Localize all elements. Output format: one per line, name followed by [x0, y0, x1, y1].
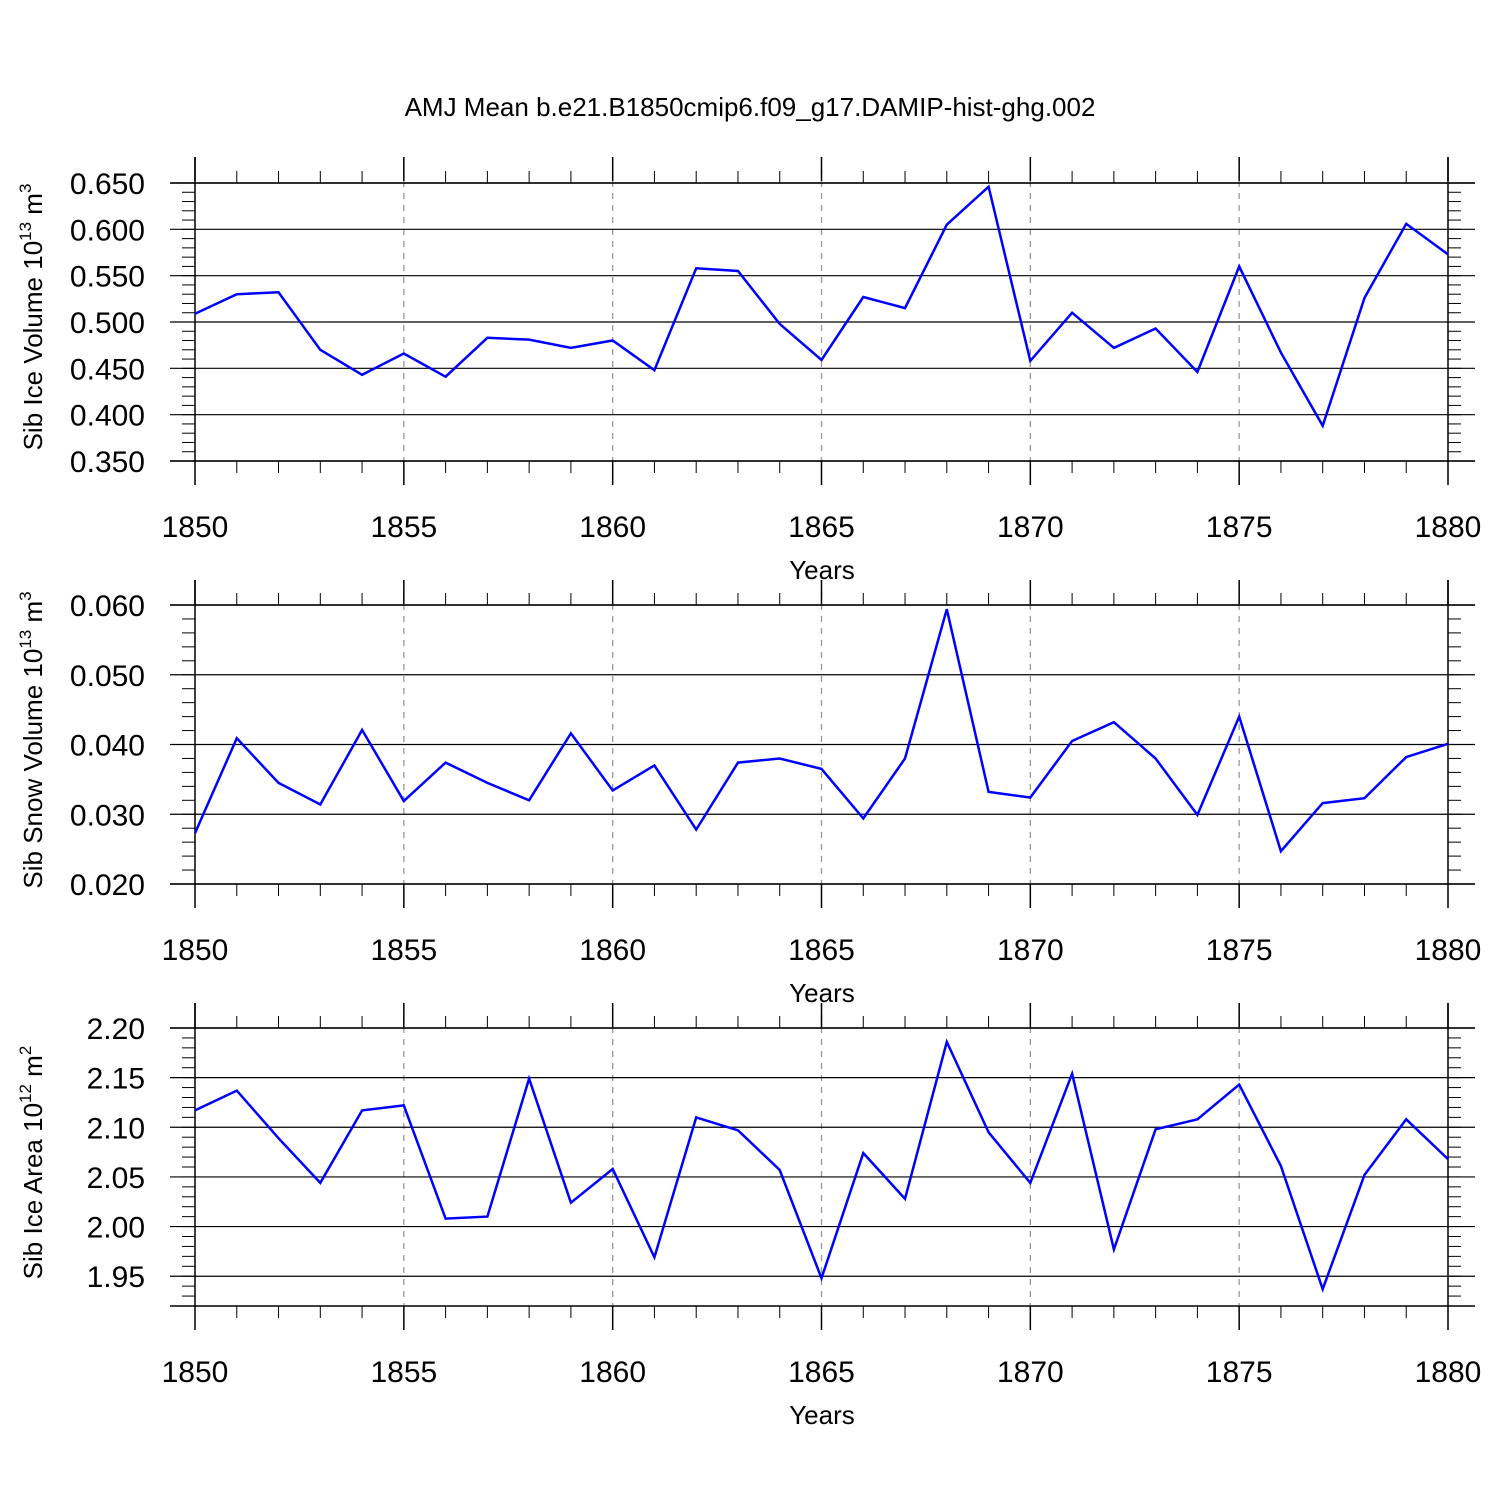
y-axis-label: Sib Ice Area 1012 m2 — [16, 1046, 48, 1280]
y-tick-label: 2.20 — [87, 1013, 145, 1046]
y-tick-label: 2.15 — [87, 1063, 145, 1096]
y-axis-label: Sib Snow Volume 1013 m3 — [16, 591, 48, 888]
y-tick-label: 0.550 — [70, 261, 145, 294]
x-tick-label: 1880 — [1415, 1356, 1482, 1389]
y-tick-label: 0.500 — [70, 307, 145, 340]
x-tick-label: 1865 — [788, 934, 855, 967]
y-tick-label: 1.95 — [87, 1261, 145, 1294]
y-tick-label: 0.650 — [70, 168, 145, 201]
x-tick-label: 1875 — [1206, 1356, 1273, 1389]
y-axis-label-superscript: 12 — [16, 1084, 35, 1103]
series-line — [194, 184, 1449, 429]
x-tick-label: 1850 — [162, 511, 229, 544]
x-tick-label: 1855 — [370, 511, 437, 544]
y-axis-label-part: m — [18, 1055, 48, 1084]
x-tick-label: 1880 — [1415, 511, 1482, 544]
x-tick-label: 1855 — [370, 1356, 437, 1389]
page-title: AMJ Mean b.e21.B1850cmip6.f09_g17.DAMIP-… — [404, 92, 1096, 122]
x-tick-label: 1870 — [997, 934, 1064, 967]
x-tick-label: 1865 — [788, 1356, 855, 1389]
x-tick-label: 1870 — [997, 511, 1064, 544]
y-axis-label-superscript: 13 — [16, 630, 35, 649]
y-tick-label: 0.060 — [70, 590, 145, 623]
y-tick-label: 0.030 — [70, 799, 145, 832]
y-axis-label-superscript: 3 — [16, 184, 35, 193]
x-axis-label: Years — [789, 1400, 855, 1430]
series-line — [193, 608, 1449, 854]
x-tick-label: 1860 — [579, 934, 646, 967]
y-tick-label: 0.600 — [70, 214, 145, 247]
y-axis-label-superscript: 2 — [16, 1046, 35, 1055]
y-axis-label-part: m — [18, 601, 48, 630]
y-tick-label: 2.05 — [87, 1162, 145, 1195]
y-axis-label-superscript: 3 — [16, 591, 35, 600]
x-tick-label: 1870 — [997, 1356, 1064, 1389]
y-tick-label: 0.450 — [70, 353, 145, 386]
series-line — [194, 1038, 1449, 1293]
y-axis-label-part: m — [18, 193, 48, 222]
x-tick-label: 1880 — [1415, 934, 1482, 967]
y-tick-label: 0.050 — [70, 660, 145, 693]
x-tick-label: 1875 — [1206, 511, 1273, 544]
y-axis-label-part: Sib Ice Area 10 — [18, 1103, 48, 1279]
x-tick-label: 1875 — [1206, 934, 1273, 967]
y-axis-label: Sib Ice Volume 1013 m3 — [16, 184, 48, 451]
x-tick-label: 1865 — [788, 511, 855, 544]
x-tick-label: 1850 — [162, 1356, 229, 1389]
x-tick-label: 1860 — [579, 511, 646, 544]
y-tick-label: 0.400 — [70, 400, 145, 433]
x-tick-label: 1850 — [162, 934, 229, 967]
y-tick-label: 2.00 — [87, 1212, 145, 1245]
y-tick-label: 2.10 — [87, 1112, 145, 1145]
y-axis-label-part: Sib Ice Volume 10 — [18, 241, 48, 451]
x-tick-label: 1855 — [370, 934, 437, 967]
x-tick-label: 1860 — [579, 1356, 646, 1389]
y-tick-label: 0.020 — [70, 869, 145, 902]
y-axis-label-part: Sib Snow Volume 10 — [18, 649, 48, 889]
y-axis-label-superscript: 13 — [16, 222, 35, 241]
y-tick-label: 0.350 — [70, 446, 145, 479]
y-tick-label: 0.040 — [70, 730, 145, 763]
